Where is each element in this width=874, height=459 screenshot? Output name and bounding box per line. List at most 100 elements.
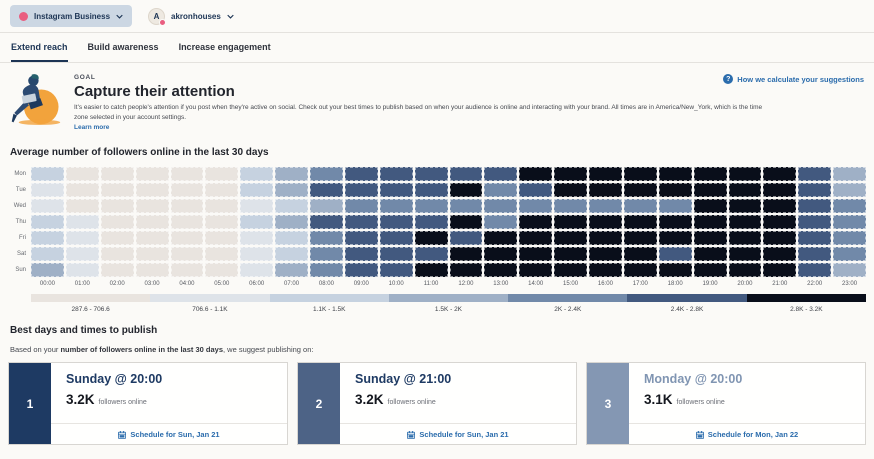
heatmap-cell[interactable] [833, 199, 866, 214]
heatmap-cell[interactable] [31, 199, 64, 214]
heatmap-cell[interactable] [623, 167, 657, 182]
heatmap-cell[interactable] [519, 183, 553, 198]
heatmap-cell[interactable] [379, 231, 413, 246]
heatmap-cell[interactable] [100, 247, 134, 262]
heatmap-cell[interactable] [205, 247, 239, 262]
heatmap-cell[interactable] [798, 263, 832, 278]
heatmap-cell[interactable] [344, 247, 378, 262]
heatmap-cell[interactable] [763, 231, 797, 246]
heatmap-cell[interactable] [763, 215, 797, 230]
schedule-button[interactable]: Schedule for Sun, Jan 21 [340, 423, 576, 444]
heatmap-cell[interactable] [449, 231, 483, 246]
heatmap-cell[interactable] [693, 263, 727, 278]
heatmap-cell[interactable] [554, 231, 587, 246]
heatmap-cell[interactable] [484, 247, 518, 262]
heatmap-cell[interactable] [414, 183, 448, 198]
heatmap-cell[interactable] [344, 263, 378, 278]
heatmap-cell[interactable] [414, 247, 448, 262]
heatmap-cell[interactable] [449, 183, 483, 198]
heatmap-cell[interactable] [833, 263, 866, 278]
heatmap-cell[interactable] [310, 263, 343, 278]
heatmap-cell[interactable] [275, 199, 308, 214]
heatmap-cell[interactable] [554, 215, 587, 230]
heatmap-cell[interactable] [275, 167, 308, 182]
heatmap-cell[interactable] [310, 167, 343, 182]
heatmap-cell[interactable] [100, 263, 134, 278]
heatmap-cell[interactable] [449, 167, 483, 182]
heatmap-cell[interactable] [310, 199, 343, 214]
heatmap-cell[interactable] [65, 263, 99, 278]
heatmap-cell[interactable] [240, 167, 274, 182]
heatmap-cell[interactable] [693, 247, 727, 262]
heatmap-cell[interactable] [240, 263, 274, 278]
heatmap-cell[interactable] [554, 167, 587, 182]
heatmap-cell[interactable] [170, 263, 204, 278]
heatmap-cell[interactable] [554, 199, 587, 214]
heatmap-cell[interactable] [344, 183, 378, 198]
heatmap-cell[interactable] [240, 183, 274, 198]
heatmap-cell[interactable] [484, 167, 518, 182]
heatmap-cell[interactable] [275, 215, 308, 230]
heatmap-cell[interactable] [205, 215, 239, 230]
heatmap-cell[interactable] [170, 199, 204, 214]
heatmap-cell[interactable] [833, 167, 866, 182]
heatmap-cell[interactable] [65, 247, 99, 262]
heatmap-cell[interactable] [519, 167, 553, 182]
tab-increase-engagement[interactable]: Increase engagement [178, 41, 271, 52]
heatmap-cell[interactable] [798, 183, 832, 198]
heatmap-cell[interactable] [344, 167, 378, 182]
heatmap-cell[interactable] [519, 215, 553, 230]
heatmap-cell[interactable] [100, 215, 134, 230]
heatmap-cell[interactable] [135, 263, 169, 278]
heatmap-cell[interactable] [728, 199, 762, 214]
heatmap-cell[interactable] [728, 263, 762, 278]
heatmap-cell[interactable] [65, 167, 99, 182]
heatmap-cell[interactable] [379, 263, 413, 278]
heatmap-cell[interactable] [414, 167, 448, 182]
heatmap-cell[interactable] [379, 247, 413, 262]
heatmap-cell[interactable] [763, 247, 797, 262]
heatmap-cell[interactable] [170, 247, 204, 262]
heatmap-cell[interactable] [589, 231, 622, 246]
schedule-button[interactable]: Schedule for Sun, Jan 21 [51, 423, 287, 444]
heatmap-cell[interactable] [554, 183, 587, 198]
heatmap-cell[interactable] [589, 183, 622, 198]
heatmap-cell[interactable] [135, 231, 169, 246]
heatmap-cell[interactable] [310, 215, 343, 230]
heatmap-cell[interactable] [449, 247, 483, 262]
heatmap-cell[interactable] [31, 231, 64, 246]
heatmap-cell[interactable] [623, 263, 657, 278]
heatmap-cell[interactable] [589, 263, 622, 278]
heatmap-cell[interactable] [135, 183, 169, 198]
heatmap-cell[interactable] [344, 199, 378, 214]
heatmap-cell[interactable] [484, 183, 518, 198]
heatmap-cell[interactable] [65, 215, 99, 230]
heatmap-cell[interactable] [344, 215, 378, 230]
heatmap-cell[interactable] [170, 231, 204, 246]
heatmap-cell[interactable] [275, 263, 308, 278]
heatmap-cell[interactable] [658, 199, 692, 214]
profile-selector[interactable]: A akronhouses [148, 7, 234, 26]
heatmap-cell[interactable] [798, 231, 832, 246]
heatmap-cell[interactable] [170, 215, 204, 230]
heatmap-cell[interactable] [833, 247, 866, 262]
heatmap-cell[interactable] [658, 215, 692, 230]
heatmap-cell[interactable] [693, 199, 727, 214]
heatmap-cell[interactable] [728, 183, 762, 198]
heatmap-cell[interactable] [240, 199, 274, 214]
tab-build-awareness[interactable]: Build awareness [87, 41, 159, 52]
heatmap-cell[interactable] [623, 231, 657, 246]
heatmap-cell[interactable] [344, 231, 378, 246]
heatmap-cell[interactable] [519, 231, 553, 246]
heatmap-cell[interactable] [100, 167, 134, 182]
heatmap-cell[interactable] [589, 247, 622, 262]
heatmap-cell[interactable] [379, 167, 413, 182]
heatmap-cell[interactable] [763, 199, 797, 214]
heatmap-cell[interactable] [519, 263, 553, 278]
heatmap-cell[interactable] [693, 215, 727, 230]
heatmap-cell[interactable] [798, 167, 832, 182]
heatmap-cell[interactable] [31, 263, 64, 278]
heatmap-cell[interactable] [728, 167, 762, 182]
heatmap-cell[interactable] [763, 167, 797, 182]
heatmap-cell[interactable] [658, 263, 692, 278]
